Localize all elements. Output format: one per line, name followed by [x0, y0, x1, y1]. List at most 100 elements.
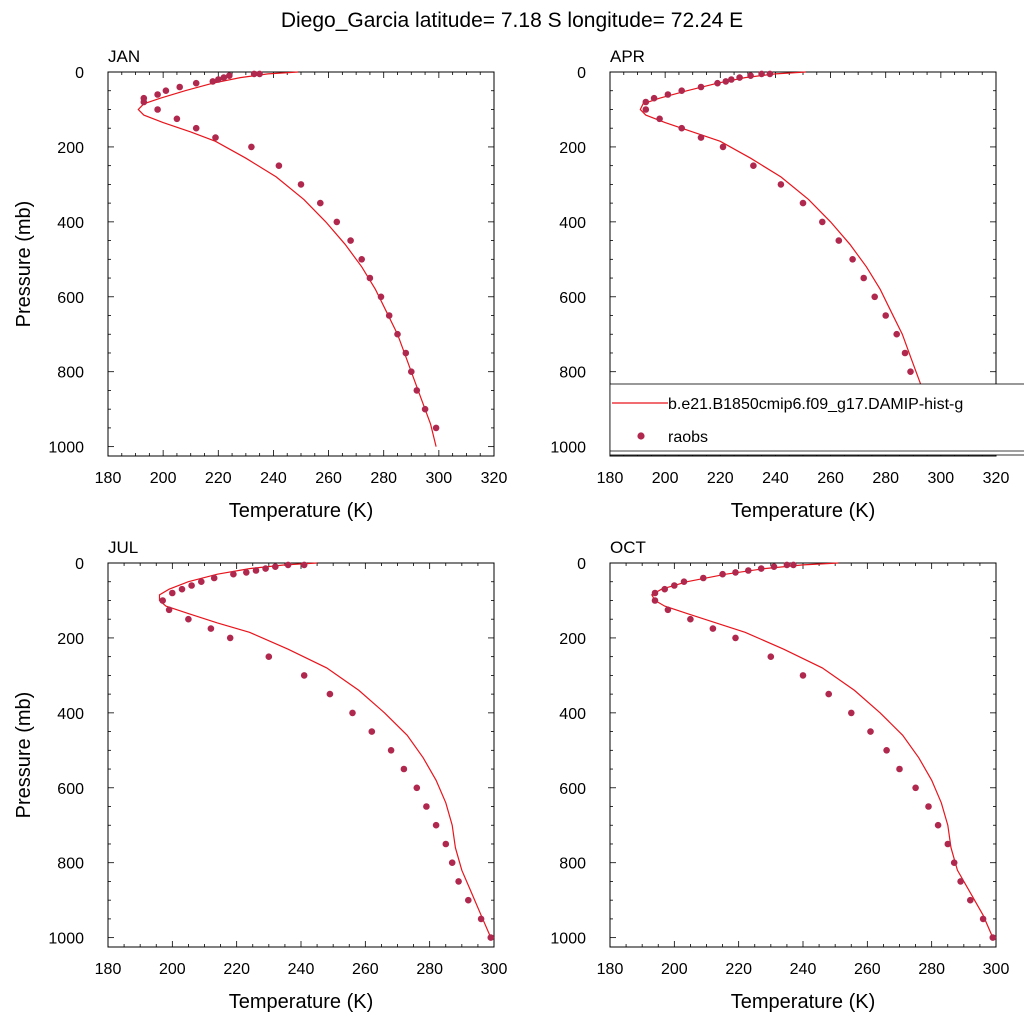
raobs-point — [664, 606, 672, 614]
y-tick-label: 400 — [57, 215, 84, 232]
x-axis-label: Temperature (K) — [731, 500, 876, 522]
raobs-point — [159, 597, 166, 604]
raobs-point — [262, 565, 269, 572]
raobs-point — [783, 561, 791, 569]
raobs-point — [300, 561, 308, 569]
raobs-point — [709, 625, 717, 632]
raobs-point — [162, 87, 170, 94]
legend-box — [609, 383, 1024, 456]
raobs-point — [326, 690, 334, 698]
raobs-point — [284, 561, 292, 569]
raobs-point — [697, 83, 705, 91]
raobs-point — [252, 567, 260, 574]
x-tick-label: 180 — [95, 961, 122, 978]
panel-jul: 180 200 220 240 260 280 300 0 200 400 600 800 1000 JU… — [13, 538, 507, 1013]
raobs-point — [317, 199, 324, 207]
panel-title: JUL — [108, 538, 138, 557]
x-tick-label: 300 — [481, 961, 508, 978]
y-tick-label: 600 — [57, 290, 84, 307]
raobs-point — [192, 79, 200, 87]
raobs-point — [333, 218, 341, 226]
raobs-point — [188, 582, 195, 589]
model-profile-line — [137, 71, 437, 447]
raobs-point — [198, 578, 205, 585]
raobs-point — [893, 330, 900, 338]
raobs-point — [432, 821, 440, 829]
raobs-point — [957, 878, 964, 885]
y-tick-label: 200 — [559, 631, 586, 648]
plot-frame — [107, 71, 495, 457]
y-tick-label: 400 — [559, 215, 586, 232]
raobs-point — [950, 859, 958, 866]
raobs-point — [770, 563, 778, 570]
raobs-point — [173, 115, 181, 123]
raobs-point — [209, 78, 217, 85]
x-tick-label: 220 — [205, 470, 232, 487]
x-tick-label: 220 — [725, 961, 752, 978]
raobs-point — [385, 312, 393, 319]
x-tick-label: 180 — [95, 470, 122, 487]
raobs-point — [907, 368, 914, 376]
raobs-point — [661, 585, 668, 593]
panel-title: JAN — [108, 47, 140, 66]
raobs-point — [402, 349, 410, 357]
y-tick-label: 0 — [75, 556, 84, 573]
raobs-point — [925, 803, 932, 810]
raobs-point — [448, 859, 456, 866]
raobs-point — [882, 312, 889, 319]
y-tick-label: 0 — [577, 65, 586, 82]
raobs-point — [901, 349, 909, 357]
raobs-point — [442, 840, 450, 848]
raobs-point — [825, 690, 832, 698]
raobs-point — [671, 582, 678, 589]
panel-oct: 180 200 220 240 260 280 300 0 200 400 600 800 1000 OC… — [550, 538, 1009, 1013]
raobs-point — [400, 765, 408, 773]
raobs-point — [408, 368, 415, 376]
raobs-point — [477, 915, 485, 923]
y-tick-label: 800 — [57, 365, 84, 382]
raobs-point — [912, 784, 919, 792]
x-tick-label: 280 — [918, 961, 945, 978]
x-tick-label: 300 — [928, 470, 955, 487]
raobs-point — [366, 274, 374, 282]
raobs-point — [642, 106, 650, 113]
raobs-point — [799, 199, 807, 207]
raobs-point — [220, 74, 228, 81]
raobs-point — [777, 181, 785, 188]
raobs-point — [165, 606, 173, 614]
raobs-point — [732, 569, 739, 576]
raobs-point — [799, 672, 807, 679]
raobs-point — [455, 878, 462, 885]
raobs-point — [230, 570, 237, 578]
x-tick-label: 320 — [983, 470, 1010, 487]
raobs-point — [848, 709, 855, 717]
y-tick-label: 400 — [57, 706, 84, 723]
raobs-point — [358, 255, 366, 263]
panel-apr: 180 200 220 240 260 280 300 320 0 200 400 600 800 100… — [550, 47, 1009, 522]
x-tick-label: 180 — [597, 470, 624, 487]
x-tick-label: 280 — [370, 470, 397, 487]
model-profile-line — [158, 562, 492, 938]
raobs-point — [300, 672, 308, 679]
raobs-point — [226, 634, 234, 642]
raobs-point — [178, 585, 186, 593]
raobs-point — [377, 293, 385, 301]
legend-obs-label: raobs — [668, 429, 708, 446]
raobs-point — [487, 934, 495, 941]
x-tick-label: 280 — [416, 961, 443, 978]
y-tick-label: 0 — [75, 65, 84, 82]
figure-title: Diego_Garcia latitude= 7.18 S longitude=… — [281, 9, 743, 32]
raobs-point — [465, 896, 472, 904]
raobs-point — [678, 87, 685, 94]
plot-frame — [609, 562, 997, 948]
raobs-point — [766, 70, 774, 78]
raobs-point — [871, 293, 878, 301]
raobs-point — [650, 94, 658, 102]
raobs-point — [687, 615, 694, 623]
x-tick-label: 200 — [159, 961, 186, 978]
raobs-point — [243, 569, 250, 576]
x-tick-label: 240 — [260, 470, 287, 487]
panel-title: OCT — [610, 538, 646, 557]
raobs-point — [967, 896, 974, 904]
